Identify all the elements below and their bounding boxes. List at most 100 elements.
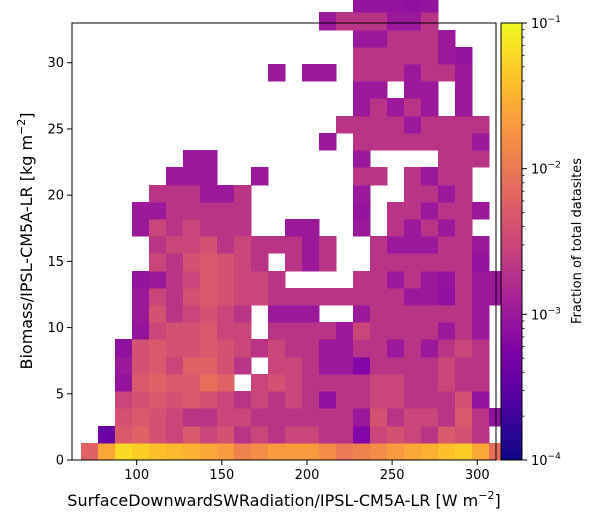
heatmap-cell — [268, 236, 286, 254]
heatmap-cell — [285, 408, 303, 427]
heatmap-cell — [438, 150, 456, 168]
heatmap-cell — [387, 357, 405, 375]
heatmap-cell — [438, 391, 456, 409]
heatmap-cell — [404, 64, 422, 82]
heatmap-cell — [234, 219, 252, 237]
heatmap-cell — [421, 133, 439, 151]
heatmap-cell — [234, 305, 252, 323]
heatmap-cell — [302, 391, 320, 409]
heatmap-cell — [183, 426, 201, 444]
heatmap-cell — [217, 322, 235, 340]
heatmap-cell — [421, 391, 439, 409]
heatmap-cell — [404, 236, 422, 254]
heatmap-cell — [404, 47, 422, 65]
heatmap-cell — [421, 47, 439, 65]
heatmap-cell — [438, 219, 456, 237]
heatmap-cell — [234, 271, 252, 289]
heatmap-cell — [472, 443, 490, 461]
heatmap-cell — [132, 339, 150, 358]
heatmap-cell — [353, 133, 371, 151]
heatmap-cell — [234, 391, 252, 409]
heatmap-cell — [149, 443, 167, 461]
heatmap-cell — [370, 98, 388, 117]
heatmap-cell — [404, 219, 422, 237]
heatmap-cell — [268, 426, 286, 444]
heatmap-cell — [200, 443, 218, 461]
heatmap-cell — [421, 64, 439, 82]
heatmap-cell — [353, 202, 371, 220]
heatmap-cell — [438, 426, 456, 444]
heatmap-cell — [353, 426, 371, 444]
heatmap-cell — [285, 443, 303, 461]
heatmap-cell — [166, 443, 184, 461]
heatmap-cell — [132, 374, 150, 392]
heatmap-cell — [251, 271, 269, 289]
heatmap-cell — [404, 133, 422, 151]
heatmap-cell — [285, 357, 303, 375]
heatmap-cell — [132, 391, 150, 409]
heatmap-cell — [404, 443, 422, 461]
heatmap-cell — [336, 288, 354, 306]
heatmap-cell — [200, 185, 218, 203]
heatmap-cell — [353, 339, 371, 358]
y-tick-label: 0 — [56, 454, 64, 469]
heatmap-cell — [166, 322, 184, 340]
heatmap-cell — [302, 443, 320, 461]
heatmap-cell — [149, 202, 167, 220]
heatmap-cell — [200, 219, 218, 237]
heatmap-cell — [268, 339, 286, 358]
x-tick-label: 250 — [380, 468, 405, 483]
heatmap-cell — [370, 305, 388, 323]
heatmap-cell — [455, 64, 473, 82]
heatmap-cell — [251, 167, 269, 186]
heatmap-cell — [285, 288, 303, 306]
heatmap-cell — [115, 357, 133, 375]
heatmap-cell — [404, 0, 422, 13]
heatmap-cell — [472, 339, 490, 358]
heatmap-cell — [370, 322, 388, 340]
heatmap-cell — [183, 236, 201, 254]
heatmap-cell — [268, 374, 286, 392]
heatmap-cell — [438, 116, 456, 134]
heatmap-cell — [387, 339, 405, 358]
heatmap-cell — [149, 408, 167, 427]
heatmap-cell — [183, 443, 201, 461]
heatmap-cell — [438, 133, 456, 151]
heatmap-cell — [455, 288, 473, 306]
heatmap-cell — [115, 408, 133, 427]
heatmap-cell — [268, 391, 286, 409]
colorbar-tick-label: 10−1 — [531, 15, 561, 32]
heatmap-cell — [115, 443, 133, 461]
heatmap-cell — [455, 339, 473, 358]
heatmap-cell — [268, 443, 286, 461]
heatmap-cell — [132, 357, 150, 375]
heatmap-cell — [387, 408, 405, 427]
heatmap-cell — [200, 426, 218, 444]
heatmap-cell — [421, 253, 439, 272]
heatmap-cell — [387, 322, 405, 340]
heatmap-cell — [353, 288, 371, 306]
heatmap-cell — [132, 322, 150, 340]
heatmap-cell — [302, 374, 320, 392]
colorbar-ticks: 10−4 10−3 10−2 10−1 — [522, 15, 561, 469]
heatmap-cell — [166, 408, 184, 427]
heatmap-cell — [268, 322, 286, 340]
heatmap-cell — [251, 408, 269, 427]
heatmap-cell — [217, 408, 235, 427]
heatmap-cell — [336, 116, 354, 134]
heatmap-cell — [370, 12, 388, 31]
x-tick-label: 100 — [124, 468, 149, 483]
heatmap-cell — [149, 288, 167, 306]
heatmap-cell — [302, 253, 320, 272]
heatmap-cell — [183, 167, 201, 186]
heatmap-cell — [438, 30, 456, 48]
heatmap-cell — [217, 426, 235, 444]
heatmap-cell — [132, 202, 150, 220]
colorbar-label: Fraction of total datasites — [570, 158, 585, 324]
heatmap-cell — [370, 339, 388, 358]
heatmap-cell — [404, 408, 422, 427]
heatmap-cell — [115, 374, 133, 392]
heatmap-cell — [217, 443, 235, 461]
heatmap-cell — [234, 322, 252, 340]
